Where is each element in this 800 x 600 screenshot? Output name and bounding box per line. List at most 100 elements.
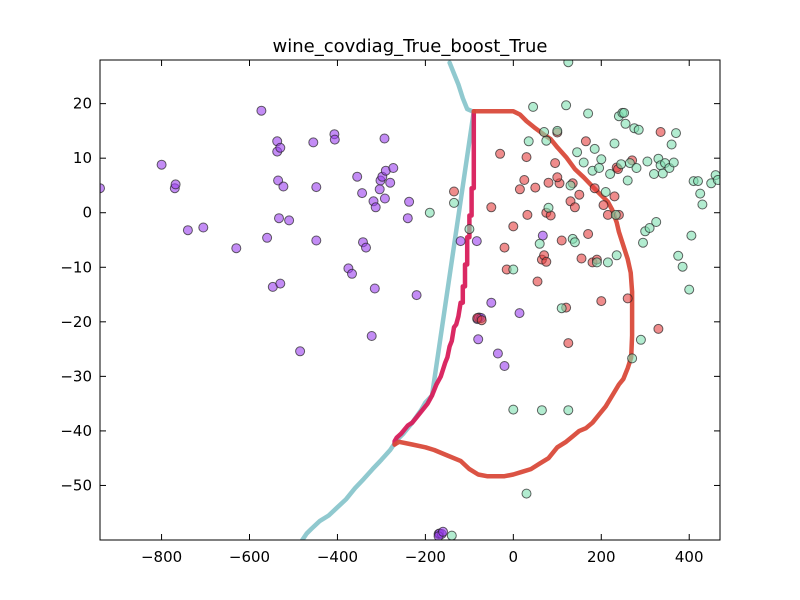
point-class-3-69: [697, 199, 708, 210]
decision-boundary-2: [392, 109, 477, 447]
point-class-2-17: [543, 177, 554, 188]
point-class-1-48: [438, 526, 448, 537]
point-class-1-57: [499, 361, 510, 371]
point-class-1-43: [411, 290, 422, 301]
point-class-3-10: [536, 405, 547, 416]
point-class-2-30: [580, 136, 591, 147]
point-class-1-58: [514, 308, 525, 319]
point-class-1-29: [366, 331, 377, 341]
point-class-1-17: [284, 215, 295, 226]
point-class-3-7: [523, 136, 534, 147]
point-class-3-3: [464, 224, 475, 235]
point-class-1-0: [100, 183, 105, 194]
point-class-2-47: [552, 172, 563, 183]
point-class-3-27: [591, 257, 602, 268]
point-class-3-40: [620, 118, 631, 129]
point-class-1-40: [388, 163, 399, 173]
point-class-1-15: [275, 142, 286, 153]
point-class-3-39: [619, 107, 630, 118]
x-tick-label: −400: [317, 548, 358, 566]
point-class-1-37: [379, 193, 390, 204]
point-class-3-13: [543, 202, 554, 213]
point-class-3-16: [561, 100, 572, 111]
point-class-1-50: [471, 236, 482, 247]
point-class-1-22: [329, 134, 340, 145]
point-class-1-3: [170, 179, 181, 190]
y-tick-label: −10: [60, 258, 92, 276]
point-class-1-5: [198, 222, 209, 233]
point-class-3-8: [528, 101, 539, 112]
point-class-3-53: [651, 217, 662, 227]
point-class-1-6: [231, 243, 242, 254]
y-tick-label: −40: [60, 422, 92, 440]
point-class-1-8: [262, 232, 273, 243]
point-class-1-52: [473, 334, 484, 345]
point-class-2-42: [622, 293, 633, 304]
point-class-3-62: [673, 250, 684, 261]
x-tick-label: −800: [141, 548, 182, 566]
point-class-1-16: [278, 181, 289, 192]
point-class-3-34: [610, 209, 621, 220]
point-class-2-8: [514, 184, 525, 195]
point-class-3-4: [508, 264, 519, 275]
point-class-3-46: [633, 124, 644, 135]
point-class-3-56: [657, 168, 668, 179]
point-class-2-45: [655, 127, 666, 137]
point-class-1-25: [352, 171, 363, 182]
point-class-3-6: [521, 488, 532, 499]
point-class-1-19: [311, 182, 322, 193]
point-class-3-37: [616, 159, 627, 170]
plot-area: [99, 59, 721, 541]
point-class-1-33: [374, 184, 385, 195]
point-class-3-47: [635, 334, 646, 345]
point-class-3-17: [563, 60, 574, 68]
point-class-2-4: [495, 148, 506, 159]
point-class-1-20: [311, 235, 322, 246]
plot-frame: [99, 59, 721, 541]
point-class-3-31: [602, 257, 613, 268]
point-class-3-35: [611, 250, 622, 261]
point-class-3-68: [695, 188, 706, 199]
point-class-2-11: [522, 209, 533, 220]
point-class-2-0: [449, 186, 459, 197]
point-class-1-56: [492, 348, 503, 359]
point-class-3-5: [508, 404, 519, 415]
point-class-2-9: [519, 175, 530, 185]
point-class-1-1: [156, 159, 167, 170]
point-class-3-65: [686, 230, 697, 241]
point-class-1-26: [357, 188, 368, 199]
point-class-2-35: [596, 296, 607, 307]
data-points: [100, 60, 720, 540]
point-class-3-64: [684, 284, 695, 295]
point-class-2-27: [569, 202, 580, 213]
point-class-3-33: [609, 138, 620, 149]
point-class-2-7: [508, 221, 519, 232]
point-class-1-59: [537, 230, 548, 241]
y-axis: 20 10 0 −10 −20 −30 −40 −50: [60, 95, 720, 494]
point-class-3-18: [563, 405, 574, 416]
point-class-1-28: [361, 242, 371, 253]
point-class-2-38: [609, 191, 620, 202]
point-class-2-3: [486, 202, 497, 213]
point-class-1-18: [308, 137, 319, 148]
x-tick-label: 0: [509, 548, 519, 566]
point-class-3-42: [624, 158, 635, 169]
point-class-3-72: [712, 175, 720, 185]
point-class-3-19: [565, 180, 576, 191]
chart-title: wine_covdiag_True_boost_True: [272, 36, 547, 57]
y-tick-label: 0: [82, 204, 92, 222]
point-class-3-23: [578, 157, 589, 168]
point-class-3-21: [569, 237, 580, 248]
point-class-3-28: [594, 163, 605, 173]
point-class-3-41: [622, 175, 633, 186]
point-class-2-28: [574, 189, 585, 200]
point-class-3-63: [677, 261, 688, 272]
y-tick-label: 10: [73, 149, 92, 167]
y-tick-label: −20: [60, 313, 92, 331]
point-class-1-14: [275, 278, 286, 289]
point-class-3-60: [668, 157, 679, 168]
point-class-1-39: [385, 177, 396, 188]
point-class-1-31: [369, 283, 380, 294]
x-tick-label: 400: [675, 548, 704, 566]
